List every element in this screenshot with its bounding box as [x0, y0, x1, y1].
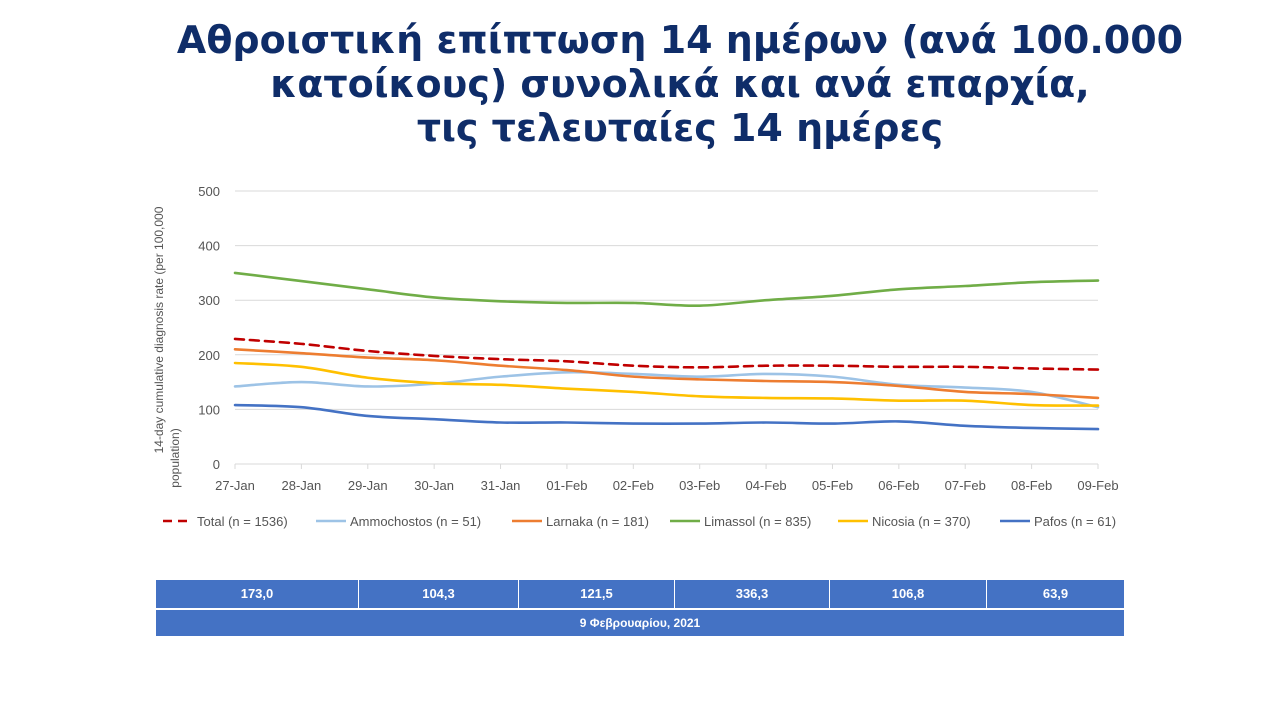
series-line-larnaka: [233, 348, 1100, 400]
x-tick-label: 31-Jan: [481, 478, 521, 493]
x-tick-label: 09-Feb: [1077, 478, 1118, 493]
table-cell: 106,8: [830, 580, 987, 608]
series-line-nicosia: [233, 361, 1100, 407]
series-line-pafos: [233, 403, 1100, 431]
y-tick-label: 400: [198, 239, 220, 254]
y-tick-label: 300: [198, 293, 220, 308]
y-axis-label-line: population): [168, 428, 182, 487]
table-cell: 63,9: [1042, 586, 1069, 601]
legend-label: Nicosia (n = 370): [872, 514, 971, 529]
y-axis-ticks: 0 100 200 300 400 500: [198, 184, 220, 472]
title-line-2: κατοίκους) συνολικά και ανά επαρχία,: [270, 62, 1090, 106]
x-tick-label: 30-Jan: [414, 478, 454, 493]
legend-label: Pafos (n = 61): [1034, 514, 1116, 529]
table-cell: 336,3: [675, 580, 830, 608]
summary-table: 173,0 104,3 121,5 336,3 106,8 63,9 9 Φεβρουαρ…: [156, 580, 1124, 636]
title-line-3: τις τελευταίες 14 ημέρες: [416, 106, 944, 150]
line-chart: 0 100 200 300 400 500 27-Jan 28-Jan 29-Jan 30-Ja…: [152, 184, 1119, 529]
y-axis-label-line: 14-day cumulative diagnosis rate (per 10…: [152, 206, 166, 453]
x-axis-ticks: 27-Jan 28-Jan 29-Jan 30-Jan 31-Jan 01-Feb 02-F…: [215, 464, 1119, 493]
date-row: 9 Φεβρουαρίου, 2021: [156, 610, 1124, 636]
legend-label: Limassol (n = 835): [704, 514, 811, 529]
table-cell: 104,3: [359, 580, 519, 608]
x-tick-label: 29-Jan: [348, 478, 388, 493]
x-tick-label: 03-Feb: [679, 478, 720, 493]
x-tick-label: 27-Jan: [215, 478, 255, 493]
table-cell: 173,0: [156, 580, 359, 608]
y-tick-label: 200: [198, 348, 220, 363]
values-row: 173,0 104,3 121,5 336,3 106,8 63,9: [156, 580, 1124, 608]
y-axis-label: 14-day cumulative diagnosis rate (per 10…: [152, 206, 182, 487]
x-tick-label: 02-Feb: [613, 478, 654, 493]
page-title: Αθροιστική επίπτωση 14 ημέρων (ανά 100.0…: [150, 18, 1210, 150]
x-tick-label: 05-Feb: [812, 478, 853, 493]
y-tick-label: 0: [213, 457, 220, 472]
legend-label: Ammochostos (n = 51): [350, 514, 481, 529]
series-line-ammochostos: [233, 370, 1100, 409]
x-tick-label: 01-Feb: [546, 478, 587, 493]
x-tick-label: 28-Jan: [282, 478, 322, 493]
y-tick-label: 100: [198, 402, 220, 417]
x-tick-label: 04-Feb: [745, 478, 786, 493]
y-tick-label: 500: [198, 184, 220, 199]
table-cell: 121,5: [519, 580, 675, 608]
title-line-1: Αθροιστική επίπτωση 14 ημέρων (ανά 100.0…: [176, 18, 1184, 62]
x-tick-label: 06-Feb: [878, 478, 919, 493]
series-line-total: [233, 337, 1100, 371]
x-tick-label: 08-Feb: [1011, 478, 1052, 493]
chart-series: [233, 271, 1100, 431]
chart-grid: [235, 190, 1098, 465]
series-line-limassol: [233, 271, 1100, 308]
legend-label: Total (n = 1536): [197, 514, 288, 529]
chart-legend: Total (n = 1536) Ammochostos (n = 51) Larn…: [163, 514, 1116, 529]
x-tick-label: 07-Feb: [945, 478, 986, 493]
legend-label: Larnaka (n = 181): [546, 514, 649, 529]
